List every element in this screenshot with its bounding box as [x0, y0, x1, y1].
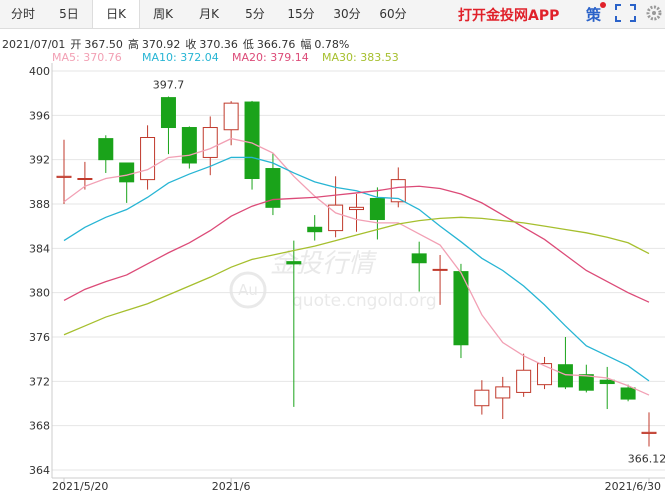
tab[interactable]: 月K: [199, 7, 219, 21]
app-link[interactable]: 打开金投网APP: [458, 8, 560, 24]
ma-line: [63, 137, 650, 396]
candle-body: [202, 127, 218, 158]
candle-body: [432, 268, 448, 271]
legend-entry: MA20: 379.14: [232, 51, 309, 64]
candle-body: [119, 162, 135, 183]
y-tick-label: 364: [29, 464, 50, 477]
strategy-button[interactable]: 策: [586, 6, 602, 24]
candle-body: [620, 387, 636, 400]
quote-label: 收: [185, 38, 197, 51]
candle-body: [160, 97, 176, 129]
y-tick-label: 400: [29, 65, 50, 78]
candle-body: [537, 363, 553, 386]
legend-entry: MA5: 370.76: [52, 51, 122, 64]
candle-body: [411, 253, 427, 264]
quote-label: 低: [242, 38, 254, 51]
candle-body: [599, 379, 615, 385]
candle-body: [557, 364, 573, 388]
candle-body: [390, 179, 406, 203]
quote-label: 开: [70, 38, 82, 51]
y-tick-label: 380: [29, 287, 50, 300]
candle-body: [286, 261, 302, 265]
watermark: Au 金投行情 quote.cngold.org: [229, 249, 437, 311]
max-label: 397.7: [153, 78, 185, 91]
y-tick-label: 396: [29, 109, 50, 122]
candle-body: [223, 102, 239, 131]
quote-line: 2021/07/01 开 367.50 高 370.92 收 370.36 低 366.76 幅 0…: [2, 36, 354, 52]
ma-line: [63, 156, 650, 382]
settings-icon[interactable]: [646, 5, 662, 21]
watermark-brand: 金投行情: [270, 249, 378, 279]
candle-body: [307, 226, 323, 233]
legend-entry: MA10: 372.04: [142, 51, 219, 64]
legend-entry: MA30: 383.53: [322, 51, 399, 64]
quote-value: 366.76: [256, 38, 296, 51]
fullscreen-icon[interactable]: [615, 4, 636, 22]
y-tick-label: 372: [29, 375, 50, 388]
y-tick-label: 388: [29, 198, 50, 211]
quote-label: 幅: [300, 38, 312, 51]
tab[interactable]: 30分: [333, 7, 361, 21]
y-tick-label: 368: [29, 420, 50, 433]
x-tick-label: 2021/6: [212, 480, 251, 493]
quote-date: 2021/07/01: [2, 38, 66, 51]
y-tick-label: 384: [29, 242, 50, 255]
y-tick-label: 376: [29, 331, 50, 344]
tab[interactable]: 周K: [153, 7, 173, 21]
quote-value: 0.78%: [314, 38, 350, 51]
y-tick-label: 392: [29, 154, 50, 167]
tab[interactable]: 15分: [287, 7, 315, 21]
quote-value: 367.50: [84, 38, 123, 51]
tab[interactable]: 60分: [379, 7, 407, 21]
tab[interactable]: 分时: [10, 7, 35, 21]
candle-body: [98, 138, 114, 161]
watermark-site: quote.cngold.org: [292, 291, 437, 311]
candle-body: [495, 386, 511, 399]
watermark-logo: Au: [238, 281, 258, 299]
candle-body: [56, 175, 72, 178]
notice-dot: [600, 2, 606, 8]
tab[interactable]: 5日: [59, 7, 79, 21]
tab-bar: 分时 5日 日K 周K 月K 5分 15分 30分 60分: [0, 0, 665, 29]
x-tick-label: 2021/5/20: [52, 480, 108, 493]
candle-body: [140, 137, 156, 181]
candle-body: [244, 101, 260, 180]
ma-line: [63, 216, 650, 336]
candle-body: [77, 178, 93, 181]
candle-body: [349, 206, 364, 211]
candle-body: [641, 431, 657, 434]
x-tick-label: 2021/6/30: [605, 480, 661, 493]
tab[interactable]: 5分: [245, 7, 265, 21]
candle-body: [578, 374, 594, 391]
ma-line: [63, 185, 650, 303]
min-label: 366.12: [628, 453, 665, 466]
candle-body: [369, 197, 385, 221]
candle-body: [328, 204, 344, 232]
ma-legend: MA5: 370.76 MA10: 372.04 MA20: 379.14 MA30:…: [52, 51, 412, 64]
candle-body: [453, 271, 469, 346]
candle-body: [516, 369, 532, 393]
tab[interactable]: 日K: [92, 0, 140, 28]
quote-label: 高: [127, 38, 139, 51]
candle-body: [265, 168, 281, 208]
candle-body: [181, 127, 197, 164]
quote-value: 370.92: [141, 38, 181, 51]
candle-body: [474, 389, 490, 407]
quote-value: 370.36: [199, 38, 238, 51]
